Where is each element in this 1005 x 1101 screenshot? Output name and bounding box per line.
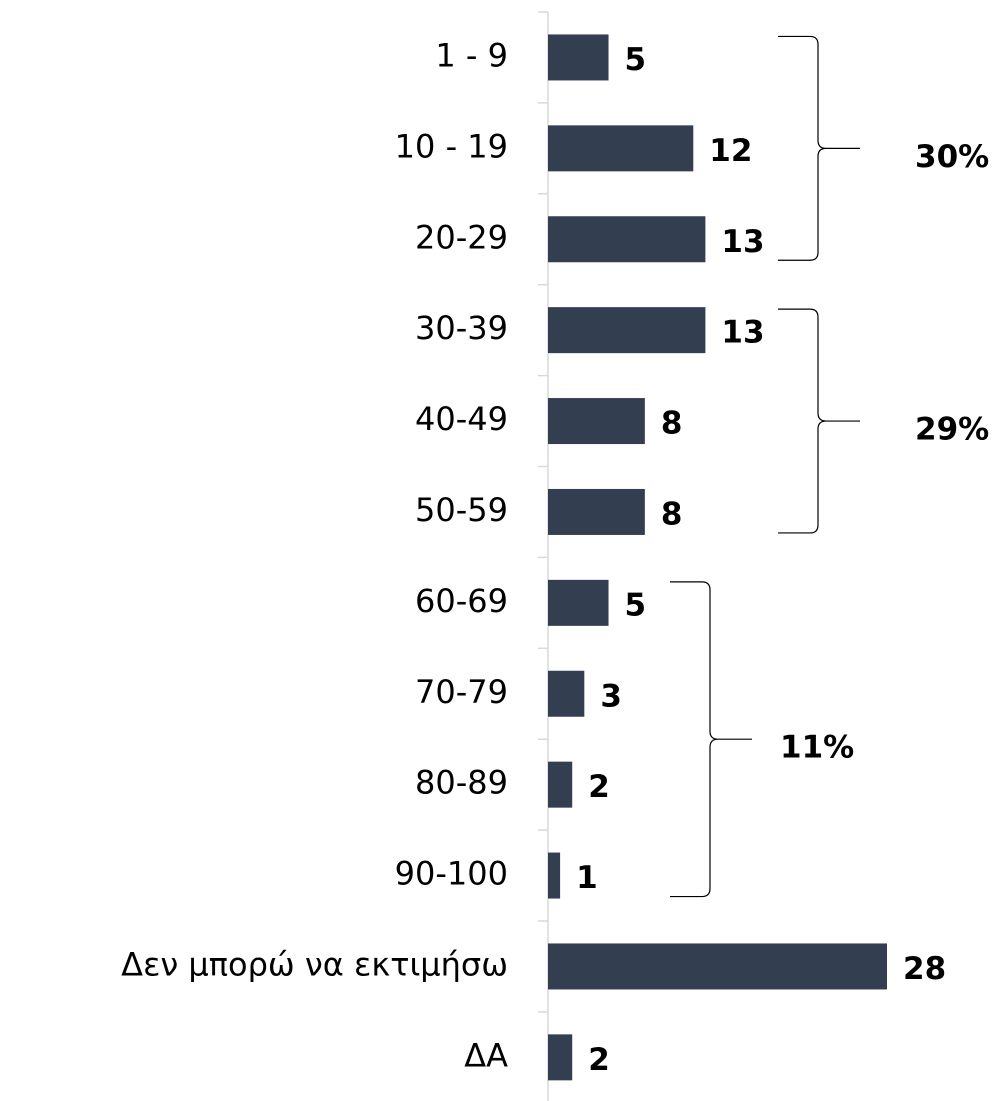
- value-label: 2: [588, 769, 610, 805]
- bracket: [670, 581, 752, 898]
- value-label: 28: [903, 951, 946, 987]
- category-label: ΔΑ: [464, 1036, 508, 1074]
- bar: [548, 943, 887, 990]
- category-label: 70-79: [415, 673, 508, 711]
- category-label: 60-69: [415, 582, 508, 620]
- value-label: 8: [661, 496, 683, 532]
- bar: [548, 216, 706, 263]
- value-label: 8: [661, 406, 683, 442]
- bar: [548, 579, 609, 626]
- bar: [548, 761, 573, 808]
- bar: [548, 125, 694, 172]
- category-label: 80-89: [415, 764, 508, 802]
- category-label: 1 - 9: [435, 36, 508, 74]
- value-label: 13: [721, 315, 764, 351]
- bar: [548, 1034, 573, 1081]
- category-label: 10 - 19: [395, 127, 508, 165]
- bar: [548, 670, 585, 717]
- group-share-label: 11%: [780, 730, 854, 766]
- bar: [548, 307, 706, 354]
- value-label: 5: [625, 587, 647, 623]
- value-label: 1: [576, 860, 598, 896]
- category-label: Δεν μπορώ να εκτιμήσω: [121, 945, 508, 983]
- value-label: 2: [588, 1042, 610, 1078]
- category-label: 50-59: [415, 491, 508, 529]
- value-label: 12: [709, 133, 752, 169]
- bar: [548, 488, 645, 535]
- group-share-label: 30%: [915, 139, 989, 175]
- bar: [548, 34, 609, 81]
- category-label: 40-49: [415, 400, 508, 438]
- bar: [548, 398, 645, 445]
- bar: [548, 852, 561, 899]
- bracket: [778, 308, 860, 534]
- category-label: 20-29: [415, 218, 508, 256]
- value-label: 5: [625, 42, 647, 78]
- bracket: [778, 35, 860, 261]
- group-share-label: 29%: [915, 412, 989, 448]
- value-label: 3: [600, 678, 622, 714]
- category-label: 90-100: [395, 855, 508, 893]
- category-label: 30-39: [415, 309, 508, 347]
- value-label: 13: [721, 224, 764, 260]
